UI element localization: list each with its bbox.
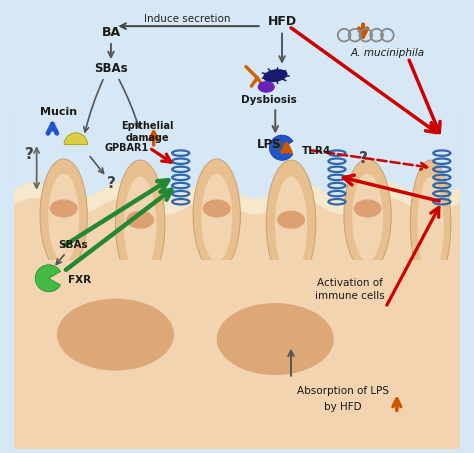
Ellipse shape bbox=[418, 176, 444, 275]
FancyBboxPatch shape bbox=[8, 0, 466, 453]
Ellipse shape bbox=[263, 69, 288, 82]
Ellipse shape bbox=[354, 199, 382, 217]
Text: ?: ? bbox=[107, 176, 115, 191]
Ellipse shape bbox=[40, 159, 87, 271]
Ellipse shape bbox=[116, 160, 165, 286]
Polygon shape bbox=[14, 183, 460, 214]
Bar bbox=[14, 260, 460, 449]
Text: GPBAR1: GPBAR1 bbox=[104, 143, 148, 153]
Text: Epithelial
damage: Epithelial damage bbox=[121, 121, 173, 143]
Text: SBAs: SBAs bbox=[58, 240, 88, 250]
Polygon shape bbox=[14, 1, 460, 198]
Wedge shape bbox=[269, 135, 293, 160]
Text: Mucin: Mucin bbox=[40, 107, 77, 117]
Text: Absorption of LPS: Absorption of LPS bbox=[297, 386, 389, 396]
Text: Activation of
immune cells: Activation of immune cells bbox=[315, 278, 384, 301]
Wedge shape bbox=[35, 265, 61, 292]
Ellipse shape bbox=[50, 199, 78, 217]
Text: TLR4: TLR4 bbox=[302, 146, 331, 156]
Ellipse shape bbox=[124, 176, 156, 275]
Ellipse shape bbox=[193, 159, 240, 271]
Ellipse shape bbox=[203, 199, 231, 217]
Text: by HFD: by HFD bbox=[324, 402, 362, 412]
Ellipse shape bbox=[275, 176, 307, 275]
Text: FXR: FXR bbox=[68, 275, 91, 284]
Text: A. muciniphila: A. muciniphila bbox=[351, 48, 425, 58]
Ellipse shape bbox=[57, 299, 174, 371]
Text: LPS: LPS bbox=[257, 138, 282, 151]
Ellipse shape bbox=[217, 303, 334, 375]
Ellipse shape bbox=[277, 211, 305, 229]
Ellipse shape bbox=[410, 160, 451, 286]
Text: HFD: HFD bbox=[267, 15, 297, 28]
Text: Induce secretion: Induce secretion bbox=[144, 14, 231, 24]
Text: BA: BA bbox=[101, 26, 120, 39]
Text: ?: ? bbox=[359, 150, 367, 165]
Text: ?: ? bbox=[25, 147, 34, 162]
Ellipse shape bbox=[352, 173, 383, 261]
Ellipse shape bbox=[344, 159, 391, 271]
Text: Dysbiosis: Dysbiosis bbox=[241, 95, 296, 105]
Text: SBAs: SBAs bbox=[94, 63, 128, 75]
Ellipse shape bbox=[48, 173, 79, 261]
Ellipse shape bbox=[266, 160, 316, 286]
Ellipse shape bbox=[258, 81, 275, 93]
Ellipse shape bbox=[201, 173, 232, 261]
Ellipse shape bbox=[126, 211, 154, 229]
Wedge shape bbox=[64, 133, 88, 145]
Bar bbox=[14, 112, 460, 449]
